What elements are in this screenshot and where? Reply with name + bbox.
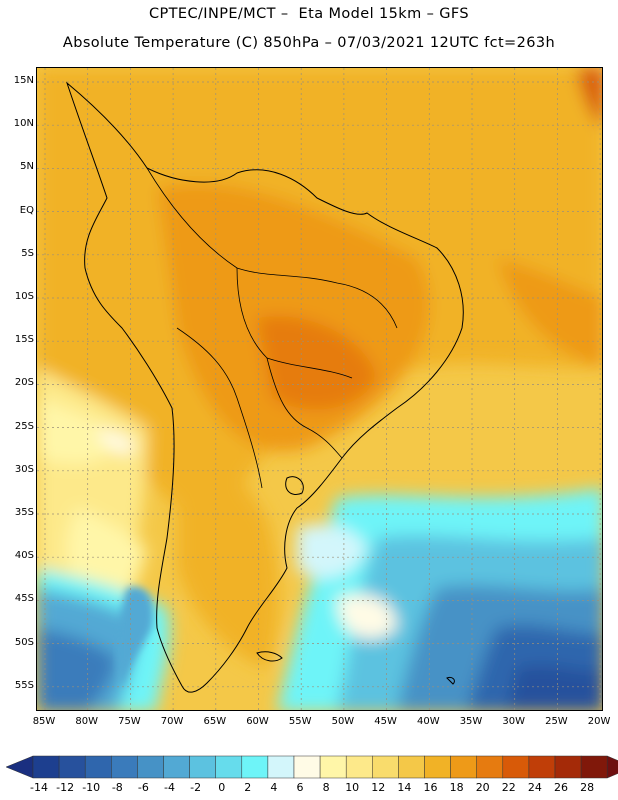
colorbar-swatch bbox=[267, 755, 295, 779]
colorbar-tick-label: 18 bbox=[449, 781, 464, 794]
lon-tick-label: 55W bbox=[288, 716, 312, 727]
lat-tick-label: 35S bbox=[14, 507, 34, 518]
country-borders bbox=[146, 167, 398, 489]
lat-tick-label: 40S bbox=[14, 550, 34, 562]
colorbar-tick-label: -8 bbox=[111, 781, 123, 794]
lon-tick-label: 45W bbox=[374, 716, 397, 727]
lon-tick-label: 40W bbox=[416, 716, 440, 727]
lat-tick-label: 25S bbox=[14, 420, 34, 432]
colorbar-swatch bbox=[293, 755, 321, 779]
lat-tick-label: 20S bbox=[14, 377, 34, 389]
lon-tick-label: 30W bbox=[502, 716, 525, 727]
colorbar-swatch bbox=[528, 755, 556, 779]
lon-tick-label: 35W bbox=[459, 716, 483, 727]
lon-tick-label: 85W bbox=[32, 716, 56, 727]
map-title-line-2: Absolute Temperature (C) 850hPa – 07/03/… bbox=[62, 35, 556, 51]
colorbar-swatch bbox=[241, 755, 269, 779]
lat-tick-label: 30S bbox=[14, 463, 34, 475]
colorbar-tick-label: 26 bbox=[554, 781, 568, 794]
colorbar-swatch bbox=[111, 755, 138, 779]
colorbar-tick-label: 10 bbox=[345, 781, 360, 794]
colorbar-swatch bbox=[58, 755, 86, 779]
colorbar-swatch bbox=[372, 755, 399, 779]
temperature-map bbox=[36, 67, 603, 711]
colorbar-tick-label: 22 bbox=[501, 781, 516, 794]
colorbar-tick-label: 24 bbox=[527, 781, 542, 794]
lon-tick-label: 65W bbox=[203, 716, 227, 727]
colorbar-swatch bbox=[84, 755, 112, 779]
colorbar-swatch bbox=[189, 755, 216, 779]
colorbar-tick-label: 12 bbox=[371, 781, 386, 794]
colorbar-tick-label: 2 bbox=[244, 781, 252, 794]
lat-tick-label: 10N bbox=[13, 118, 34, 130]
colorbar-swatch bbox=[32, 755, 60, 779]
colorbar-tick-label: 6 bbox=[296, 781, 304, 794]
colorbar-tick-label: 20 bbox=[475, 781, 490, 794]
lat-tick-label: 5S bbox=[21, 247, 34, 259]
colorbar-tick-label: 14 bbox=[397, 781, 412, 794]
colorbar-swatch bbox=[319, 755, 347, 779]
lat-tick-label: 55S bbox=[14, 679, 34, 691]
lat-tick-label: 15S bbox=[14, 334, 34, 346]
colorbar-swatch bbox=[450, 755, 477, 779]
graticule bbox=[37, 68, 602, 710]
colorbar bbox=[0, 752, 618, 800]
colorbar-swatch bbox=[163, 755, 190, 779]
colorbar-tick-label: -12 bbox=[56, 781, 75, 794]
colorbar-swatch bbox=[424, 755, 451, 779]
lon-tick-label: 20W bbox=[587, 716, 611, 727]
colorbar-swatch bbox=[345, 755, 373, 779]
colorbar-tick-label: 16 bbox=[423, 781, 438, 794]
colorbar-swatch bbox=[502, 755, 530, 779]
colorbar-tick-label: -4 bbox=[164, 781, 175, 794]
map-title-line-1: CPTEC/INPE/MCT – Eta Model 15km – GFS bbox=[148, 6, 470, 22]
colorbar-tick-label: 4 bbox=[270, 781, 278, 794]
colorbar-high-arrow bbox=[606, 755, 618, 779]
lat-tick-label: EQ bbox=[19, 204, 34, 216]
lat-tick-label: 5N bbox=[20, 161, 34, 173]
colorbar-swatch bbox=[554, 755, 582, 779]
lon-tick-label: 25W bbox=[545, 716, 568, 727]
colorbar-tick-label: -10 bbox=[82, 781, 101, 794]
colorbar-tick-label: 0 bbox=[218, 781, 226, 794]
lat-tick-label: 45S bbox=[14, 593, 34, 605]
lon-tick-label: 75W bbox=[118, 716, 141, 727]
coastline bbox=[65, 81, 464, 693]
colorbar-tick-label: 28 bbox=[580, 781, 595, 794]
lon-tick-label: 50W bbox=[331, 716, 355, 727]
colorbar-low-arrow bbox=[5, 755, 34, 779]
colorbar-tick-label: -6 bbox=[137, 781, 149, 794]
colorbar-swatch bbox=[580, 755, 608, 779]
temperature-field bbox=[37, 68, 602, 710]
lat-tick-label: 15N bbox=[13, 75, 34, 86]
lat-tick-label: 10S bbox=[14, 291, 34, 302]
colorbar-tick-label: -14 bbox=[30, 781, 48, 794]
lon-tick-label: 80W bbox=[75, 716, 98, 727]
colorbar-swatch bbox=[137, 755, 164, 779]
colorbar-tick-label: 8 bbox=[322, 781, 330, 794]
colorbar-swatch bbox=[398, 755, 425, 779]
lon-tick-label: 70W bbox=[160, 716, 184, 727]
colorbar-swatch bbox=[476, 755, 504, 779]
lon-tick-label: 60W bbox=[246, 716, 269, 727]
colorbar-tick-label: -2 bbox=[190, 781, 202, 794]
colorbar-swatch bbox=[215, 755, 243, 779]
lat-tick-label: 50S bbox=[14, 636, 34, 648]
